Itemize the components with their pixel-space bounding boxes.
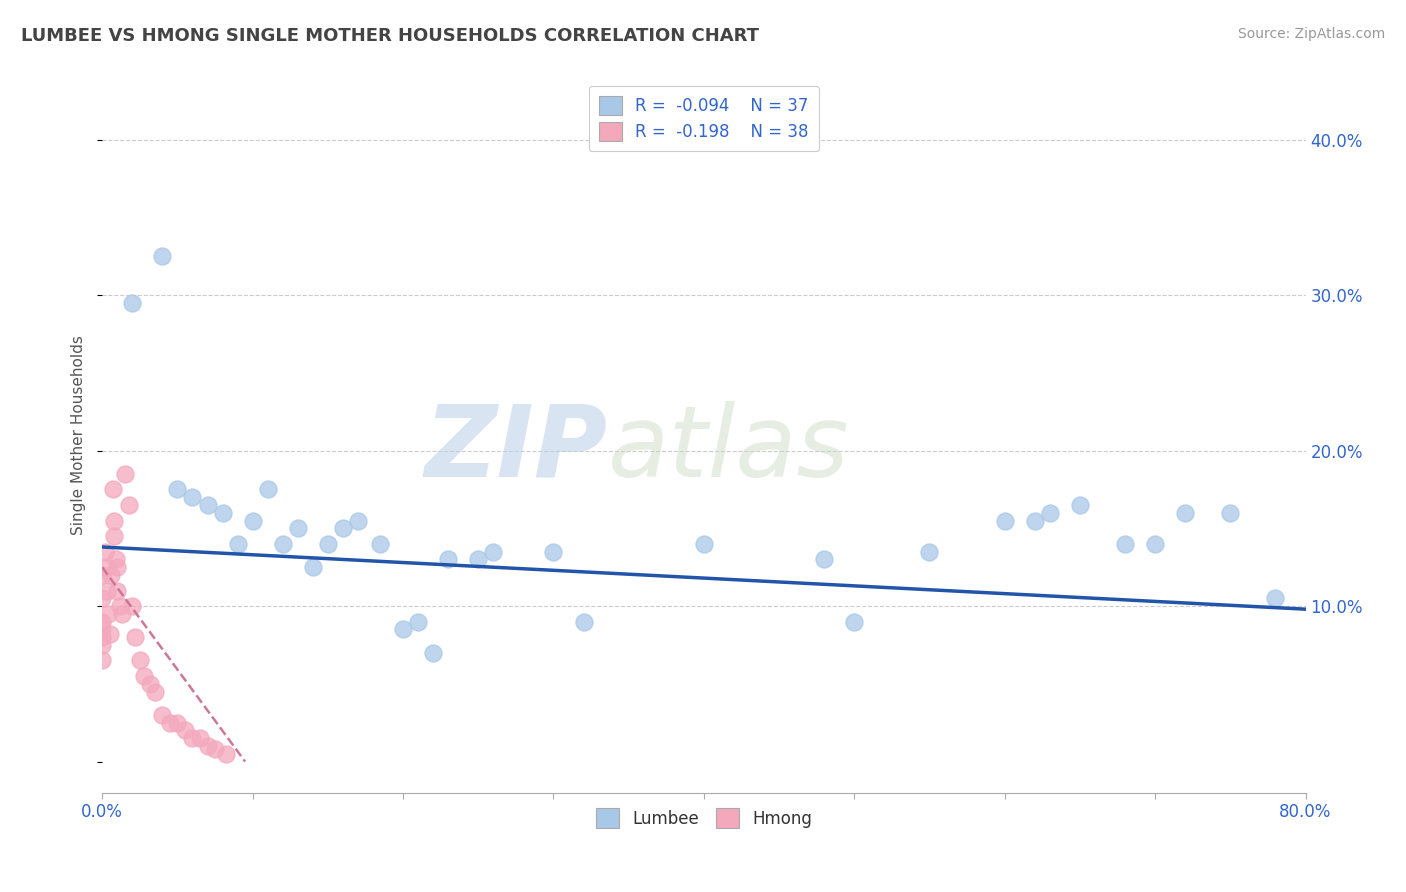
Y-axis label: Single Mother Households: Single Mother Households bbox=[72, 335, 86, 535]
Point bbox=[347, 514, 370, 528]
Point bbox=[467, 552, 489, 566]
Text: ZIP: ZIP bbox=[425, 401, 607, 498]
Point bbox=[181, 731, 204, 746]
Point bbox=[242, 514, 264, 528]
Point bbox=[91, 638, 114, 652]
Point bbox=[174, 723, 197, 738]
Point bbox=[91, 615, 114, 629]
Point bbox=[226, 537, 249, 551]
Point bbox=[166, 483, 188, 497]
Point bbox=[214, 747, 236, 761]
Point bbox=[813, 552, 835, 566]
Point bbox=[1024, 514, 1046, 528]
Point bbox=[1219, 506, 1241, 520]
Point bbox=[188, 731, 211, 746]
Point bbox=[1264, 591, 1286, 606]
Point bbox=[134, 669, 156, 683]
Point bbox=[110, 599, 132, 613]
Point bbox=[101, 483, 124, 497]
Point bbox=[143, 684, 166, 698]
Point bbox=[96, 583, 118, 598]
Point bbox=[693, 537, 716, 551]
Point bbox=[287, 521, 309, 535]
Point bbox=[121, 599, 143, 613]
Point bbox=[406, 615, 429, 629]
Point bbox=[150, 707, 173, 722]
Point bbox=[91, 568, 114, 582]
Text: LUMBEE VS HMONG SINGLE MOTHER HOUSEHOLDS CORRELATION CHART: LUMBEE VS HMONG SINGLE MOTHER HOUSEHOLDS… bbox=[21, 27, 759, 45]
Point bbox=[139, 677, 162, 691]
Point bbox=[121, 296, 143, 310]
Point bbox=[197, 498, 219, 512]
Point bbox=[103, 529, 125, 543]
Point bbox=[111, 607, 134, 621]
Point bbox=[181, 490, 204, 504]
Point bbox=[114, 467, 136, 481]
Point bbox=[98, 627, 121, 641]
Point bbox=[918, 544, 941, 558]
Point bbox=[392, 623, 415, 637]
Point bbox=[104, 552, 127, 566]
Point bbox=[105, 560, 128, 574]
Point bbox=[332, 521, 354, 535]
Point bbox=[103, 514, 125, 528]
Point bbox=[1069, 498, 1091, 512]
Point bbox=[271, 537, 294, 551]
Point bbox=[96, 560, 118, 574]
Point bbox=[118, 498, 141, 512]
Point bbox=[211, 506, 233, 520]
Point bbox=[482, 544, 505, 558]
Point bbox=[301, 560, 323, 574]
Point bbox=[97, 607, 120, 621]
Point bbox=[100, 568, 122, 582]
Legend: Lumbee, Hmong: Lumbee, Hmong bbox=[589, 802, 818, 834]
Point bbox=[844, 615, 866, 629]
Point bbox=[543, 544, 565, 558]
Text: Source: ZipAtlas.com: Source: ZipAtlas.com bbox=[1237, 27, 1385, 41]
Point bbox=[437, 552, 460, 566]
Point bbox=[94, 544, 117, 558]
Point bbox=[316, 537, 339, 551]
Point bbox=[1039, 506, 1062, 520]
Point bbox=[91, 630, 114, 644]
Point bbox=[105, 583, 128, 598]
Point bbox=[256, 483, 278, 497]
Point bbox=[91, 653, 114, 667]
Point bbox=[124, 630, 146, 644]
Point bbox=[159, 715, 181, 730]
Point bbox=[370, 537, 392, 551]
Point bbox=[422, 646, 444, 660]
Point bbox=[1144, 537, 1167, 551]
Point bbox=[1114, 537, 1136, 551]
Point bbox=[994, 514, 1017, 528]
Point bbox=[91, 591, 114, 606]
Point bbox=[150, 249, 173, 263]
Point bbox=[197, 739, 219, 753]
Point bbox=[1174, 506, 1197, 520]
Point bbox=[166, 715, 188, 730]
Point bbox=[91, 623, 114, 637]
Point bbox=[572, 615, 595, 629]
Point bbox=[204, 742, 226, 756]
Text: atlas: atlas bbox=[607, 401, 849, 498]
Point bbox=[128, 653, 150, 667]
